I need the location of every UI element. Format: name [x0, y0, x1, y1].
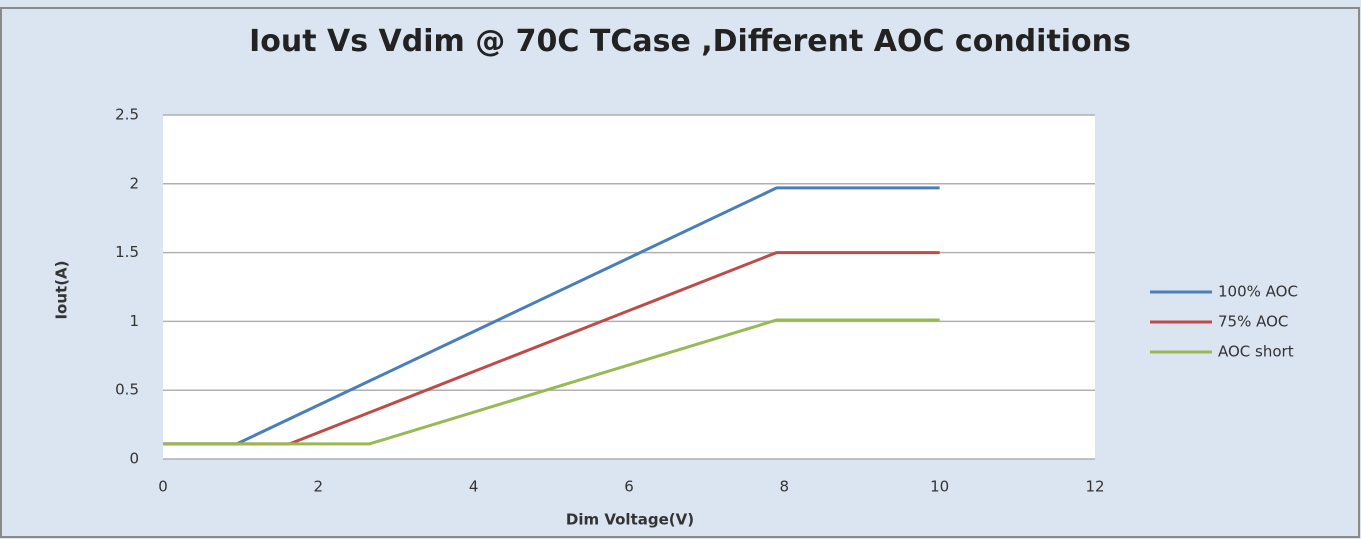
y-tick-label: 0.5 — [115, 381, 139, 399]
y-tick-label: 1 — [129, 312, 139, 330]
y-tick-label: 1.5 — [115, 243, 139, 261]
y-tick-label: 0 — [129, 450, 139, 468]
y-tick-label: 2.5 — [115, 106, 139, 124]
legend-label: AOC short — [1218, 343, 1294, 361]
legend-label: 75% AOC — [1218, 313, 1288, 331]
x-tick-label: 6 — [624, 478, 634, 496]
x-axis-label: Dim Voltage(V) — [566, 511, 694, 529]
frame-border — [0, 7, 1360, 538]
y-axis-label: Iout(A) — [53, 260, 71, 319]
x-tick-label: 2 — [314, 478, 324, 496]
x-tick-label: 12 — [1085, 478, 1104, 496]
y-tick-label: 2 — [129, 174, 139, 192]
series-line — [163, 318, 940, 446]
x-tick-label: 0 — [158, 478, 168, 496]
legend-label: 100% AOC — [1218, 283, 1298, 301]
x-tick-label: 10 — [930, 478, 949, 496]
plot-area — [163, 115, 1095, 459]
x-tick-label: 4 — [469, 478, 479, 496]
x-tick-label: 8 — [780, 478, 790, 496]
chart-title: Iout Vs Vdim @ 70C TCase ,Different AOC … — [249, 24, 1131, 59]
